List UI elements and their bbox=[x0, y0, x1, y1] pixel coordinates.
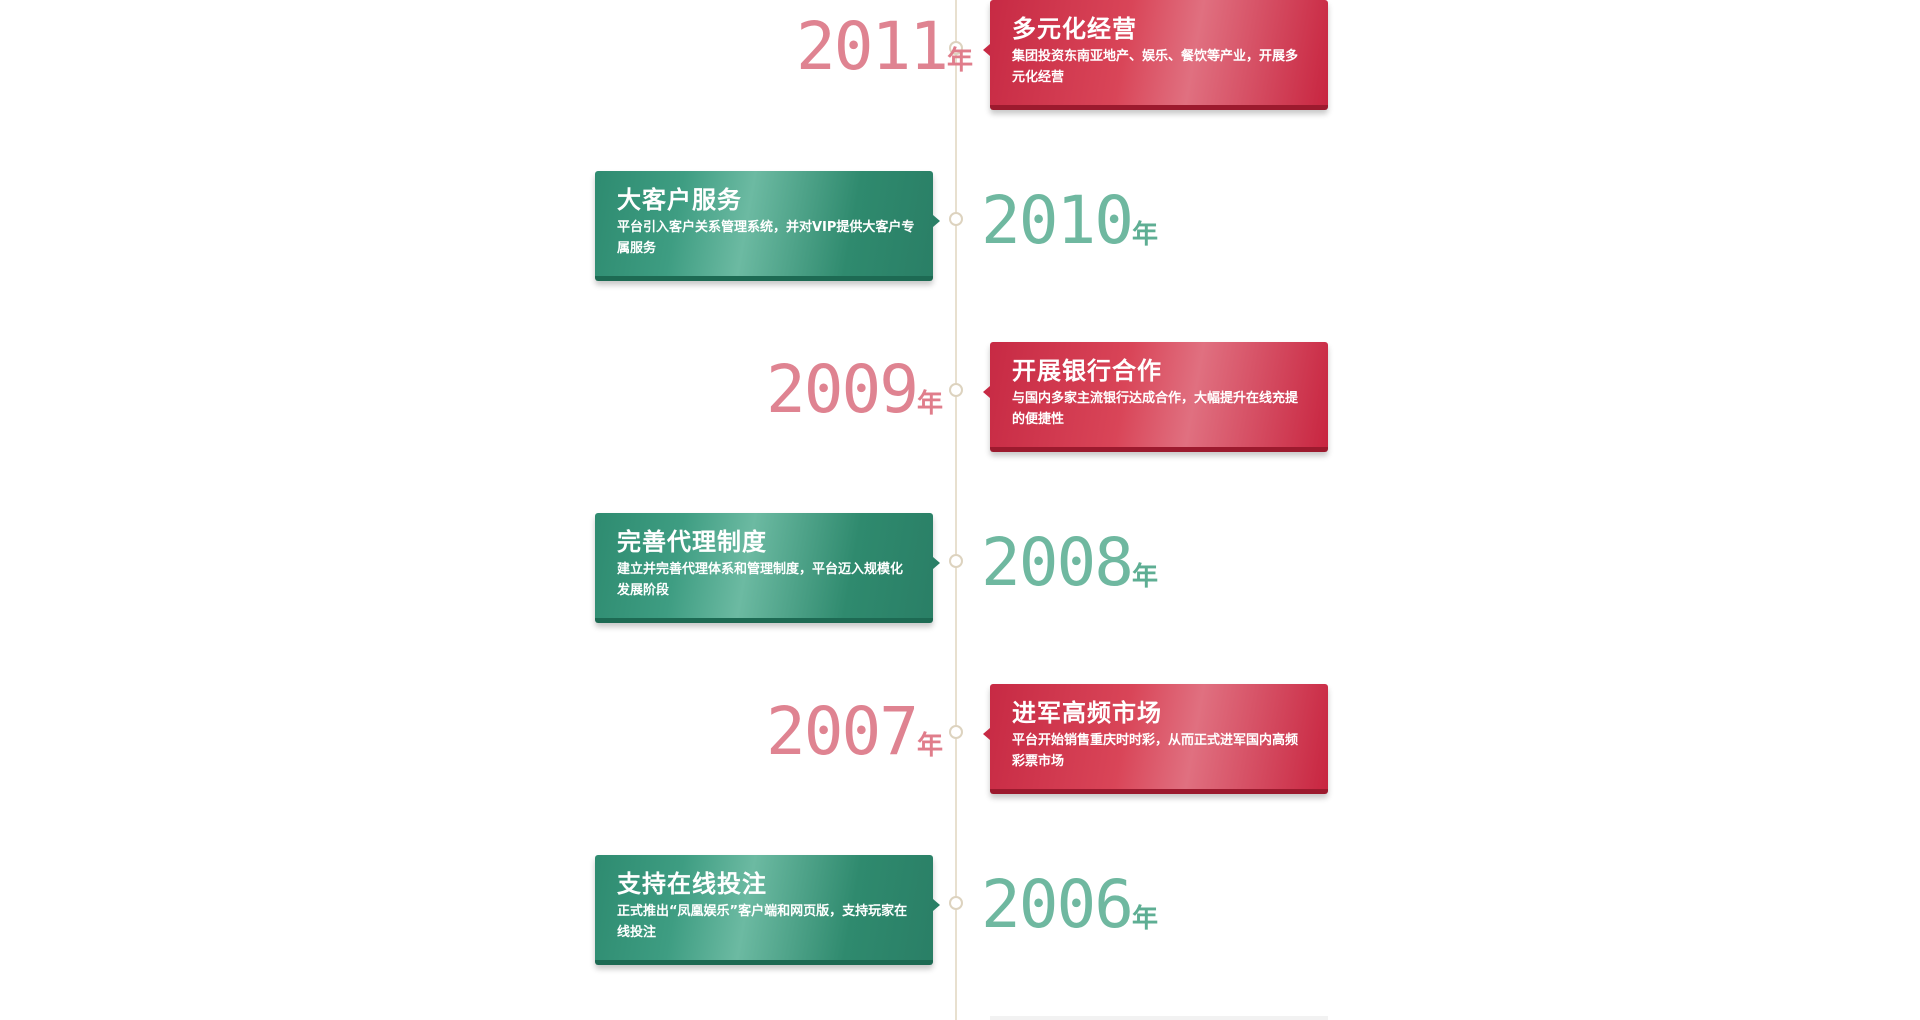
timeline-dot bbox=[949, 725, 963, 739]
timeline-line bbox=[955, 0, 957, 1020]
timeline-dot bbox=[949, 896, 963, 910]
timeline-card: 完善代理制度 建立并完善代理体系和管理制度，平台迈入规模化发展阶段 bbox=[595, 513, 940, 623]
card-title: 支持在线投注 bbox=[617, 870, 767, 898]
card-description: 平台引入客户关系管理系统，并对VIP提供大客户专属服务 bbox=[617, 220, 915, 256]
year-number: 2010 bbox=[981, 182, 1134, 259]
card-pointer bbox=[983, 728, 990, 740]
card-title: 进军高频市场 bbox=[1012, 699, 1162, 727]
year-suffix: 年 bbox=[916, 389, 943, 419]
card-pointer bbox=[933, 899, 940, 911]
card-description: 正式推出“凤凰娱乐”客户端和网页版，支持玩家在线投注 bbox=[617, 904, 908, 940]
timeline-dot bbox=[949, 212, 963, 226]
card-pointer bbox=[933, 557, 940, 569]
year-suffix: 年 bbox=[1131, 904, 1158, 934]
card-pointer bbox=[983, 44, 990, 56]
year-suffix: 年 bbox=[1131, 220, 1158, 250]
year-label: 2009年 bbox=[766, 357, 943, 437]
timeline-card: 开展银行合作 与国内多家主流银行达成合作，大幅提升在线充提的便捷性 bbox=[983, 342, 1328, 452]
year-number: 2007 bbox=[766, 693, 919, 770]
year-label: 2006年 bbox=[981, 872, 1158, 952]
year-number: 2011 bbox=[796, 8, 949, 85]
timeline-dot bbox=[949, 554, 963, 568]
timeline-card: 支持在线投注 正式推出“凤凰娱乐”客户端和网页版，支持玩家在线投注 bbox=[595, 855, 940, 965]
year-label: 2007年 bbox=[766, 699, 943, 779]
year-label: 2011年 bbox=[796, 14, 973, 94]
card-title: 多元化经营 bbox=[1012, 15, 1137, 43]
year-number: 2008 bbox=[981, 524, 1134, 601]
card-description: 平台开始销售重庆时时彩，从而正式进军国内高频彩票市场 bbox=[1012, 733, 1299, 769]
year-number: 2006 bbox=[981, 866, 1134, 943]
card-pointer bbox=[933, 215, 940, 227]
year-suffix: 年 bbox=[1131, 562, 1158, 592]
card-pointer bbox=[983, 386, 990, 398]
card-title: 大客户服务 bbox=[617, 186, 742, 214]
year-label: 2008年 bbox=[981, 530, 1158, 610]
card-title: 完善代理制度 bbox=[617, 528, 767, 556]
card-title: 开展银行合作 bbox=[1012, 357, 1162, 385]
timeline-dot bbox=[949, 383, 963, 397]
card-description: 集团投资东南亚地产、娱乐、餐饮等产业，开展多元化经营 bbox=[1012, 49, 1299, 85]
timeline-dot bbox=[949, 41, 963, 55]
timeline-card: 进军高频市场 平台开始销售重庆时时彩，从而正式进军国内高频彩票市场 bbox=[983, 684, 1328, 794]
partial-card-edge bbox=[990, 1016, 1328, 1020]
year-label: 2010年 bbox=[981, 188, 1158, 268]
card-description: 建立并完善代理体系和管理制度，平台迈入规模化发展阶段 bbox=[617, 562, 904, 598]
timeline-card: 大客户服务 平台引入客户关系管理系统，并对VIP提供大客户专属服务 bbox=[595, 171, 940, 281]
card-description: 与国内多家主流银行达成合作，大幅提升在线充提的便捷性 bbox=[1012, 391, 1299, 427]
year-suffix: 年 bbox=[946, 46, 973, 76]
timeline-card: 多元化经营 集团投资东南亚地产、娱乐、餐饮等产业，开展多元化经营 bbox=[983, 0, 1328, 110]
year-number: 2009 bbox=[766, 351, 919, 428]
year-suffix: 年 bbox=[916, 731, 943, 761]
